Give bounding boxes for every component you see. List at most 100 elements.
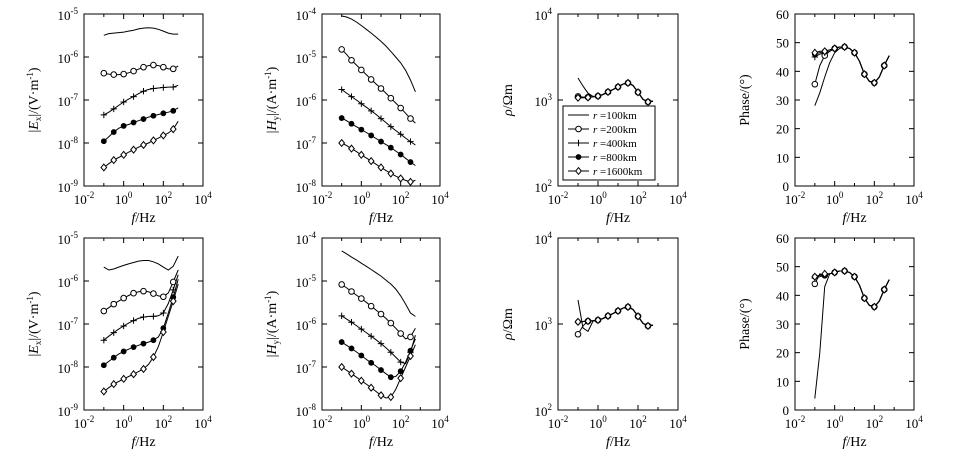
marker-r800: [378, 367, 384, 373]
marker-r1600: [169, 124, 177, 134]
y-tick-label: 30: [776, 93, 789, 108]
chart-top-phase: 10-2 100 102 104 0 10 20 30 40 50 60 f/Hz Phase/(°): [738, 7, 923, 226]
marker-r1600: [348, 369, 355, 378]
marker-r200: [150, 290, 157, 297]
y-tick-label: 10: [776, 150, 789, 165]
marker-r1600: [159, 327, 167, 337]
marker-r800: [100, 362, 107, 369]
marker-r1600: [831, 268, 839, 277]
y-tick-label: 102: [535, 402, 553, 419]
marker-r1600: [604, 311, 612, 321]
x-tick-label: 100: [826, 190, 844, 207]
marker-r1600: [120, 150, 128, 160]
y-tick-label: 20: [776, 346, 789, 361]
x-tick-label: 104: [194, 414, 212, 431]
marker-r1600: [644, 321, 652, 331]
marker-r800: [110, 354, 117, 361]
y-tick-label: 10-5: [58, 6, 79, 23]
y-tick-label: 10-7: [296, 135, 317, 152]
legend-entry-r800: r =800km: [593, 152, 637, 164]
marker-r1600: [634, 88, 642, 97]
y-tick-label: 10-9: [58, 178, 79, 195]
marker-r400: [150, 85, 157, 92]
marker-r1600: [594, 315, 602, 325]
marker-r1600: [407, 351, 414, 361]
marker-r1600: [149, 136, 157, 145]
marker-r400: [575, 139, 582, 147]
y-tick-label: 10: [776, 374, 789, 389]
y-axis-label: |Hy|/(A·m-1): [263, 66, 281, 133]
x-tick-label: 102: [629, 190, 647, 207]
marker-r200: [367, 76, 375, 83]
marker-r1600: [397, 174, 405, 183]
x-tick-label: 10-2: [312, 190, 333, 207]
marker-r800: [160, 110, 167, 117]
y-tick-label: 40: [776, 64, 789, 79]
plot-frame: [321, 13, 441, 187]
x-tick-label: 102: [392, 414, 410, 431]
marker-r1600: [624, 78, 632, 88]
x-tick-label: 100: [115, 190, 133, 207]
x-tick-label: 102: [392, 190, 410, 207]
marker-r200: [397, 330, 404, 337]
marker-r1600: [377, 391, 385, 400]
x-tick-label: 10-2: [74, 190, 95, 207]
marker-r800: [100, 138, 107, 145]
marker-r200: [574, 330, 582, 338]
marker-r200: [387, 94, 395, 102]
y-tick-label: 10-5: [58, 230, 79, 247]
series-line-r100: [341, 250, 416, 317]
y-tick-label: 10-9: [58, 402, 79, 419]
marker-r800: [150, 337, 157, 344]
marker-r200: [377, 85, 385, 92]
marker-r1600: [100, 163, 108, 172]
marker-r200: [407, 115, 414, 122]
y-tick-label: 20: [776, 122, 789, 137]
marker-r1600: [338, 138, 346, 148]
marker-r200: [110, 300, 118, 308]
marker-r400: [100, 111, 108, 119]
marker-r800: [110, 129, 117, 135]
marker-r1600: [831, 44, 839, 53]
marker-r200: [160, 293, 167, 301]
chart-top-ex: 10-2 100 102 104 10-9 10-8 10-7 10-6 10-5 f/Hz |Ex…: [25, 6, 212, 226]
marker-r800: [358, 352, 365, 359]
marker-r200: [150, 61, 157, 69]
marker-r200: [140, 287, 147, 295]
marker-r400: [397, 358, 404, 366]
x-tick-label: 104: [905, 190, 923, 207]
marker-r1600: [169, 296, 177, 306]
marker-r1600: [870, 78, 878, 87]
y-tick-label: 103: [535, 316, 553, 333]
chart-bottom-ex: 10-2 100 102 104 10-9 10-8 10-7 10-6 10-5 f/Hz |Ex…: [25, 230, 212, 450]
marker-r1600: [811, 272, 819, 281]
marker-r1600: [584, 316, 592, 326]
marker-r1600: [821, 269, 829, 279]
x-tick-label: 10-2: [312, 414, 333, 431]
x-tick-label: 10-2: [548, 190, 569, 207]
y-tick-label: 50: [776, 260, 789, 275]
marker-r400: [120, 98, 127, 106]
marker-r400: [367, 107, 375, 115]
y-axis-label: |Ex|/(V·m-1): [25, 291, 43, 356]
marker-r1600: [841, 42, 849, 52]
marker-r800: [368, 132, 375, 139]
series-line-r800: [103, 107, 179, 142]
chart-bottom-hy: 10-2 100 102 104 10-8 10-7 10-6 10-5 10-4 f/Hz |Hy…: [263, 230, 449, 450]
marker-r200: [160, 63, 167, 71]
marker-r200: [367, 302, 375, 310]
marker-r1600: [594, 91, 602, 101]
y-tick-label: 102: [535, 178, 553, 195]
x-tick-label: 100: [589, 414, 607, 431]
marker-r200: [407, 333, 414, 341]
marker-r200: [338, 281, 345, 288]
marker-r400: [130, 317, 137, 324]
chart-bottom-phase: 10-2 100 102 104 0 10 20 30 40 50 60 f/Hz Phase/(°): [738, 231, 923, 450]
series-line-r400: [103, 274, 179, 341]
marker-r1600: [140, 140, 147, 150]
marker-r1600: [860, 70, 868, 79]
marker-r200: [387, 319, 395, 327]
marker-r400: [377, 340, 385, 347]
y-tick-label: 103: [535, 92, 553, 109]
